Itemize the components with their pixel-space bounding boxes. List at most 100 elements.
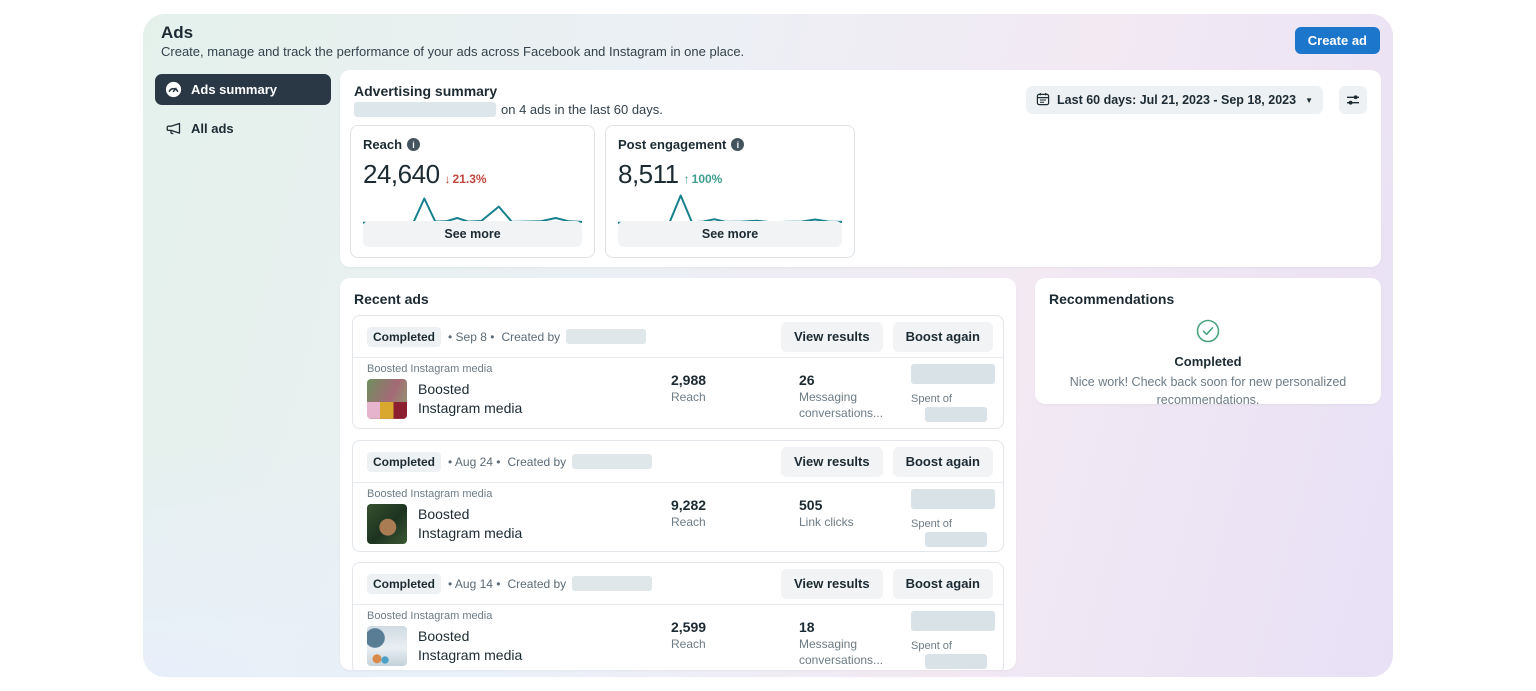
metric-value: 8,511 [618,159,679,189]
advertising-summary-panel: Advertising summary on 4 ads in the last… [340,70,1381,267]
created-by-label: Created by [507,454,567,469]
ad-card-body: Boosted Instagram media Boosted Instagra… [353,605,1003,670]
ad-thumbnail [367,379,407,419]
reach-stat: 2,599 Reach [671,619,706,653]
view-results-button[interactable]: View results [780,446,883,477]
media-type-label: Boosted Instagram media [367,363,493,375]
stat-value: 18 [799,619,815,635]
recommendations-status: Completed [1174,354,1242,369]
delta-percent: 21.3% [452,172,487,186]
stat-label: Reach [671,390,706,404]
info-icon[interactable] [407,138,421,151]
ad-card-header: Completed • Aug 24 • Created by View res… [353,441,1003,483]
recommendations-panel: Recommendations Completed Nice work! Che… [1035,278,1381,407]
boost-again-button[interactable]: Boost again [892,321,993,352]
ad-title-line2: Instagram media [418,525,523,541]
spend-stat: Spent of [911,611,1001,670]
result-stat: 26 Messaging conversations... [799,372,895,421]
adjust-filters-button[interactable] [1339,86,1367,114]
create-ad-button[interactable]: Create ad [1294,27,1380,54]
redacted-text [572,576,653,591]
recommendations-heading: Recommendations [1049,291,1175,307]
see-more-button[interactable]: See more [618,221,842,247]
ad-thumbnail [367,504,407,544]
date-range-label: Last 60 days: Jul 21, 2023 - Sep 18, 202… [1057,93,1297,107]
stat-value: 9,282 [671,497,707,513]
page-subtitle: Create, manage and track the performance… [161,44,745,59]
spent-of-label: Spent of [911,518,952,530]
created-by-label: Created by [501,329,561,344]
ad-date: • Aug 14 • [448,576,501,591]
advertising-summary-heading: Advertising summary [354,83,498,99]
ad-title-line1: Boosted [418,506,470,523]
delta-percent: 100% [691,172,723,186]
arrow-down-icon: ↓ [444,172,451,186]
sidebar-item-all-ads[interactable]: All ads [155,113,331,144]
ad-title: Boosted Instagram media [418,627,522,665]
stat-label: Reach [671,637,706,651]
recommendations-message: Nice work! Check back soon for new perso… [1069,375,1347,408]
stat-label: Messaging conversations... [799,390,884,420]
ad-card-body: Boosted Instagram media Boosted Instagra… [353,483,1003,553]
ad-card-header: Completed • Sep 8 • Created by View resu… [353,316,1003,358]
redacted-text [925,407,987,422]
stat-value: 2,988 [671,372,707,388]
spent-of-label: Spent of [911,640,952,652]
created-by-label: Created by [507,576,567,591]
advertising-summary-subtext: on 4 ads in the last 60 days. [354,102,663,117]
status-badge: Completed [367,326,442,347]
ad-title-line2: Instagram media [418,647,523,663]
result-stat: 505 Link clicks [799,497,895,531]
spend-stat: Spent of [911,364,1001,427]
result-stat: 18 Messaging conversations... [799,619,895,668]
view-results-button[interactable]: View results [780,321,883,352]
post-engagement-metric-card: Post engagement 8,511 ↑ 100% See more [605,125,855,258]
sliders-icon [1347,95,1359,105]
stat-value: 505 [799,497,823,513]
recent-ads-heading: Recent ads [354,291,429,307]
ad-title-line1: Boosted [418,628,470,645]
reach-metric-card: Reach 24,640 ↓ 21.3% See more [350,125,595,258]
ad-card: Completed • Aug 24 • Created by View res… [352,440,1004,552]
boost-again-button[interactable]: Boost again [892,446,993,477]
redacted-text [925,654,987,669]
sidebar-item-ads-summary[interactable]: Ads summary [155,74,331,105]
metric-label: Reach [363,137,403,152]
info-icon[interactable] [731,138,745,151]
date-range-selector[interactable]: Last 60 days: Jul 21, 2023 - Sep 18, 202… [1026,86,1323,114]
sidebar: Ads summary All ads [155,74,331,144]
see-more-button[interactable]: See more [363,221,582,247]
ad-title: Boosted Instagram media [418,380,522,418]
stat-label: Reach [671,515,706,529]
ad-card: Completed • Sep 8 • Created by View resu… [352,315,1004,429]
stat-label: Link clicks [799,515,854,529]
ad-date: • Sep 8 • [448,329,495,344]
ad-card-body: Boosted Instagram media Boosted Instagra… [353,358,1003,428]
spend-stat: Spent of [911,489,1001,552]
check-circle-icon [1195,319,1221,348]
stat-value: 2,599 [671,619,707,635]
metric-delta: ↓ 21.3% [445,172,487,186]
reach-stat: 2,988 Reach [671,372,706,406]
ads-page-container: Ads Create, manage and track the perform… [143,14,1393,677]
sidebar-item-label: All ads [191,121,234,136]
status-badge: Completed [367,573,442,594]
page-title: Ads [161,23,194,42]
view-results-button[interactable]: View results [780,568,883,599]
chevron-down-icon: ▼ [1305,95,1313,105]
ad-card-header: Completed • Aug 14 • Created by View res… [353,563,1003,605]
metric-value: 24,640 [363,159,440,189]
redacted-text [354,102,496,117]
metric-label: Post engagement [618,137,727,152]
ad-title-line1: Boosted [418,381,470,398]
redacted-text [911,489,995,509]
stat-value: 26 [799,372,815,388]
reach-stat: 9,282 Reach [671,497,706,531]
status-badge: Completed [367,451,442,472]
redacted-text [911,611,995,631]
redacted-text [911,364,995,384]
boost-again-button[interactable]: Boost again [892,568,993,599]
ad-title: Boosted Instagram media [418,505,522,543]
stat-label: Messaging conversations... [799,637,884,667]
